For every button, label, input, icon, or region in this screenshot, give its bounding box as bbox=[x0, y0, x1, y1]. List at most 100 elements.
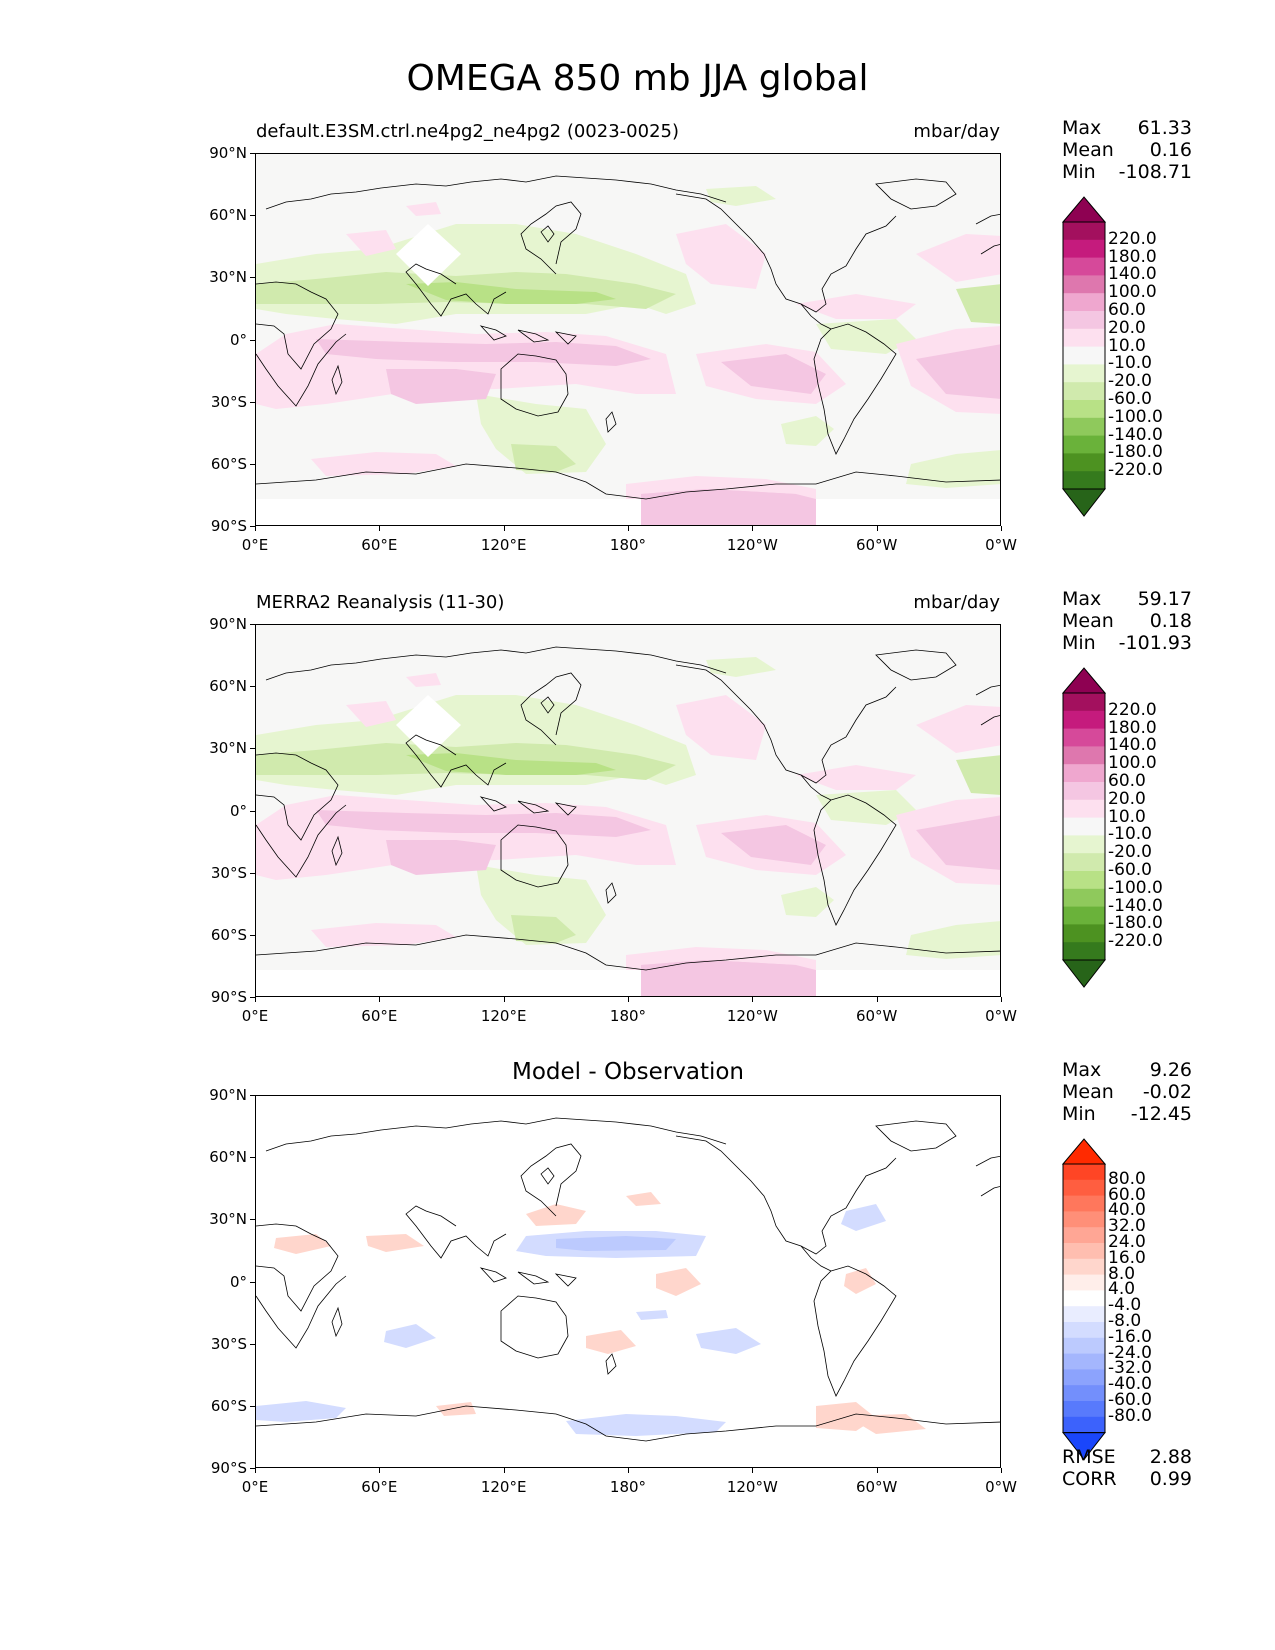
lon-tick-label: 0°E bbox=[241, 1007, 269, 1025]
contour-region bbox=[316, 339, 651, 366]
colorbar-segment bbox=[1063, 1369, 1105, 1386]
coastline bbox=[331, 835, 343, 867]
colorbar-extend-top bbox=[1062, 667, 1106, 694]
colorbar-segment bbox=[1063, 311, 1105, 330]
lat-tick-mark bbox=[250, 1095, 255, 1096]
contour-region bbox=[476, 394, 606, 474]
contour-region bbox=[916, 705, 1000, 753]
coastline bbox=[520, 1143, 582, 1217]
lat-tick-label: 30°N bbox=[209, 268, 247, 287]
stat-value: 59.17 bbox=[1137, 588, 1192, 610]
stat-value: -0.02 bbox=[1142, 1081, 1192, 1103]
stat-row: Max 61.33 bbox=[1062, 117, 1192, 139]
contour-region bbox=[906, 450, 1000, 488]
coastline bbox=[605, 411, 617, 433]
missing-data-region bbox=[396, 224, 461, 286]
colorbar-segment bbox=[1063, 871, 1105, 890]
colorbar-tick-label: 100.0 bbox=[1108, 753, 1157, 774]
map-canvas bbox=[256, 175, 1000, 525]
colorbar-segment bbox=[1063, 1227, 1105, 1244]
colorbar-tick-label: 180.0 bbox=[1108, 246, 1157, 267]
contour-region bbox=[406, 753, 616, 775]
stat-label: Mean bbox=[1062, 139, 1114, 161]
lon-tick-label: 60°W bbox=[855, 1478, 898, 1496]
coastline bbox=[256, 1223, 339, 1312]
coastline bbox=[517, 329, 550, 343]
stat-value: -101.93 bbox=[1118, 632, 1192, 654]
colorbar-tick-label: -20.0 bbox=[1108, 842, 1152, 863]
lat-tick-mark bbox=[250, 339, 255, 341]
coastline bbox=[256, 752, 339, 841]
contour-region bbox=[511, 915, 576, 943]
colorbar-segment bbox=[1063, 1179, 1105, 1197]
colorbar-extend-top bbox=[1062, 1138, 1106, 1165]
coastline bbox=[500, 1295, 569, 1359]
lat-tick-label: 30°S bbox=[210, 863, 247, 882]
colorbar-tick-label: 220.0 bbox=[1108, 228, 1157, 249]
colorbar-segment bbox=[1063, 364, 1105, 383]
coastline bbox=[875, 1120, 957, 1152]
panel-2-title-left: MERRA2 Reanalysis (11-30) bbox=[256, 592, 505, 613]
colorbar-tick-label: -10.0 bbox=[1108, 353, 1152, 374]
coastline bbox=[875, 178, 957, 210]
coastline bbox=[479, 1267, 507, 1283]
lat-tick-mark bbox=[250, 872, 255, 874]
colorbar-tick-label: -140.0 bbox=[1108, 895, 1163, 916]
lat-tick-label: 0° bbox=[229, 1272, 247, 1291]
contour-region bbox=[636, 1310, 668, 1320]
lon-tick-mark bbox=[1001, 1468, 1002, 1473]
contour-region bbox=[386, 369, 496, 404]
colorbar-tick-label: -8.0 bbox=[1108, 1311, 1142, 1331]
coastline bbox=[500, 824, 569, 888]
lon-tick-mark bbox=[876, 997, 878, 1002]
colorbar-segment bbox=[1063, 1258, 1105, 1276]
lat-tick-mark bbox=[250, 277, 255, 279]
stat-label: Min bbox=[1062, 1103, 1096, 1125]
colorbar-segment bbox=[1063, 835, 1105, 854]
coastline bbox=[500, 353, 569, 417]
contour-region bbox=[556, 1236, 676, 1251]
stat-row: Min -101.93 bbox=[1062, 632, 1192, 654]
contour-region bbox=[641, 960, 816, 996]
colorbar-segment bbox=[1063, 239, 1105, 259]
colorbar-graphic bbox=[1062, 667, 1106, 988]
colorbar-tick-label: 40.0 bbox=[1108, 1200, 1146, 1221]
lat-tick-label: 60°N bbox=[209, 1148, 247, 1167]
lat-tick-label: 0° bbox=[229, 330, 247, 349]
contour-region bbox=[436, 1402, 476, 1416]
contour-region bbox=[566, 1414, 726, 1436]
colorbar-segment bbox=[1063, 453, 1105, 472]
colorbar-tick-label: -10.0 bbox=[1108, 824, 1152, 845]
lon-tick-mark bbox=[752, 526, 754, 531]
lon-tick-mark bbox=[503, 526, 505, 531]
stat-label: Mean bbox=[1062, 1081, 1114, 1103]
contour-region bbox=[956, 284, 1000, 324]
colorbar-tick-label: 24.0 bbox=[1108, 1232, 1146, 1252]
contour-region bbox=[274, 1234, 331, 1254]
contour-region bbox=[781, 887, 834, 917]
figure-title: OMEGA 850 mb JJA global bbox=[406, 58, 869, 99]
lat-tick-mark bbox=[250, 153, 255, 154]
coastline bbox=[405, 1205, 507, 1259]
panel-1-units: mbar/day bbox=[913, 121, 1000, 142]
colorbar-segment bbox=[1063, 1401, 1105, 1418]
lon-tick-mark bbox=[1001, 526, 1002, 531]
contour-region bbox=[706, 186, 776, 206]
lat-tick-label: 30°N bbox=[209, 1210, 247, 1229]
colorbar-tick-label: 32.0 bbox=[1108, 1216, 1146, 1237]
contour-region bbox=[676, 224, 766, 289]
coastline bbox=[813, 794, 897, 926]
stat-label: Max bbox=[1062, 117, 1102, 139]
coastline bbox=[331, 364, 343, 396]
colorbar-graphic bbox=[1062, 1138, 1106, 1461]
lon-tick-mark bbox=[379, 526, 381, 531]
lat-tick-label: 90°N bbox=[209, 1086, 247, 1104]
colorbar-tick-label: -100.0 bbox=[1108, 406, 1163, 427]
stat-row: Min -108.71 bbox=[1062, 161, 1192, 183]
colorbar-segment bbox=[1063, 1243, 1105, 1260]
colorbar-tick-label: 10.0 bbox=[1108, 335, 1146, 356]
stat-row: Max 9.26 bbox=[1062, 1059, 1192, 1081]
lon-tick-label: 0°W bbox=[985, 1007, 1017, 1025]
contour-region bbox=[256, 695, 696, 795]
coastline bbox=[980, 244, 1000, 255]
